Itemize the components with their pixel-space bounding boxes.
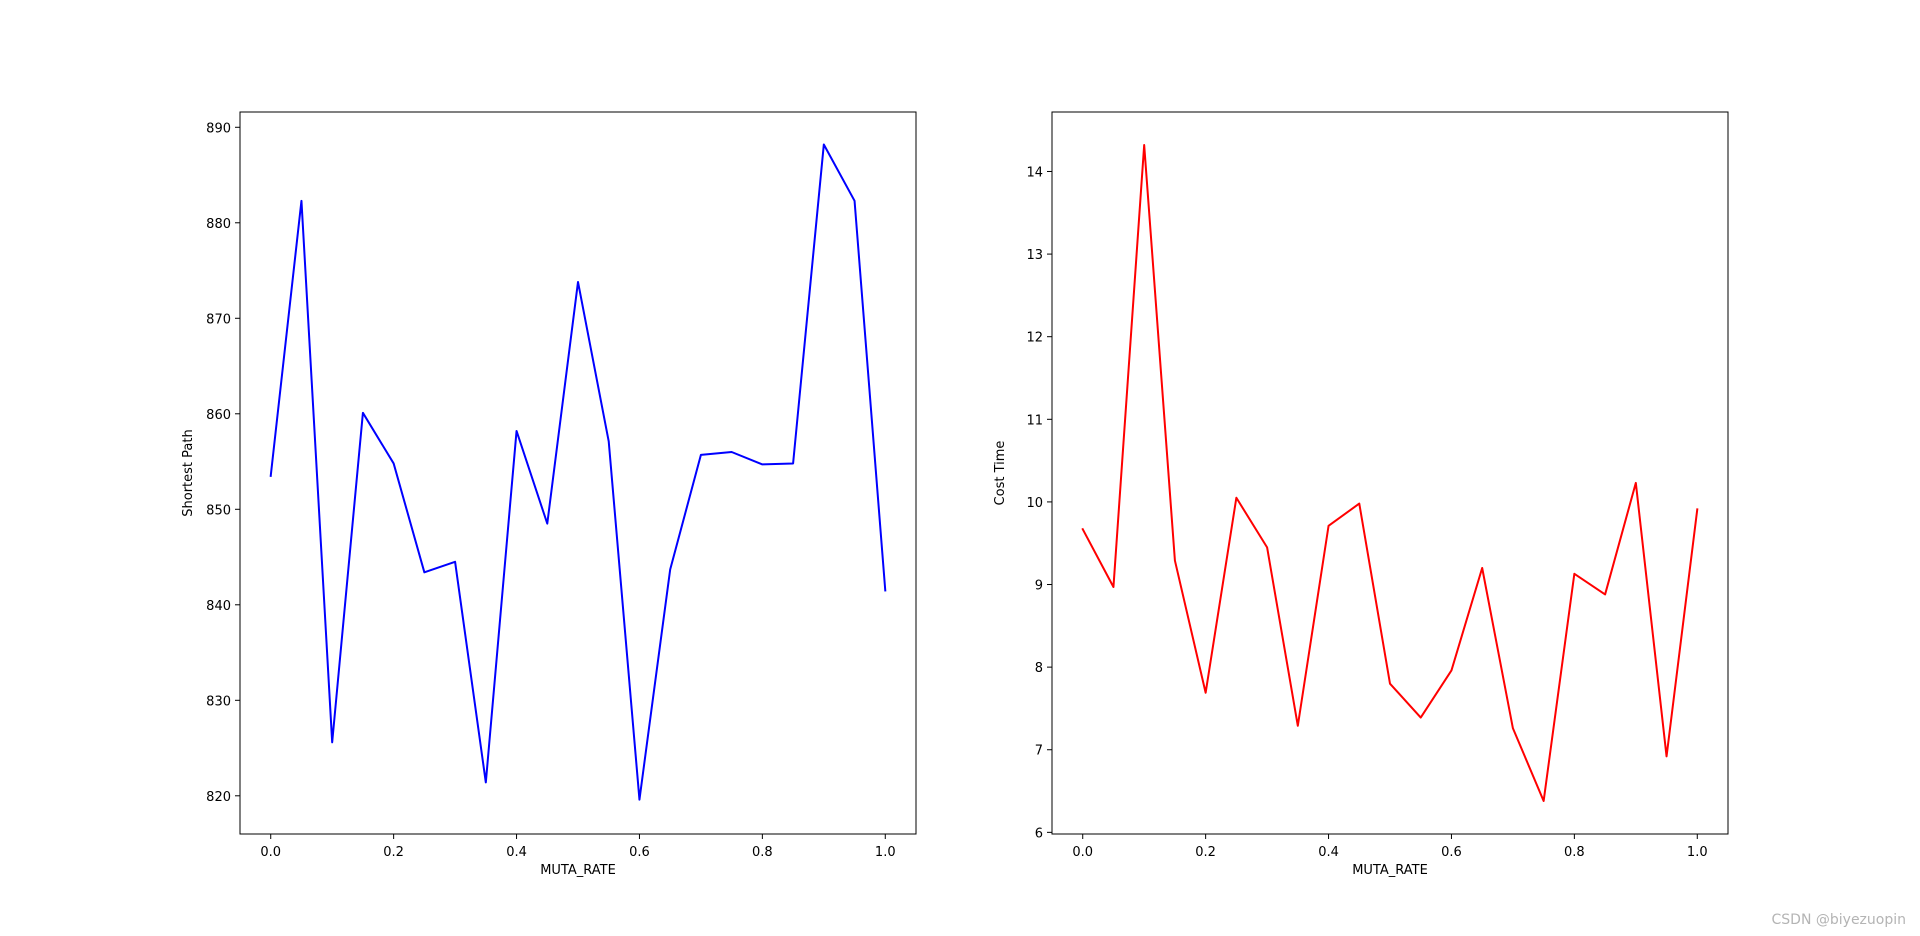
x-tick-label-left: 0.2	[383, 845, 404, 860]
y-tick-label-right: 11	[1026, 413, 1043, 428]
y-tick-label-left: 840	[206, 599, 231, 614]
series-line-right-0	[1081, 144, 1699, 802]
x-tick-label-right: 1.0	[1687, 845, 1708, 860]
x-axis-label-right: MUTA_RATE	[1352, 863, 1428, 878]
series-line-left-0	[269, 143, 887, 801]
x-tick-label-right: 0.8	[1564, 845, 1585, 860]
x-tick-label-left: 0.6	[629, 845, 650, 860]
y-tick-label-right: 7	[1035, 744, 1043, 759]
y-tick-label-right: 8	[1035, 661, 1043, 676]
x-axis-label-left: MUTA_RATE	[540, 863, 616, 878]
x-tick-label-left: 0.0	[260, 845, 281, 860]
y-tick-label-right: 14	[1026, 165, 1043, 180]
y-axis-label-left: Shortest Path	[181, 429, 196, 516]
y-tick-label-right: 10	[1026, 496, 1043, 511]
x-tick-label-left: 1.0	[875, 845, 896, 860]
axes-frame-right	[1051, 111, 1729, 835]
y-tick-label-left: 860	[206, 408, 231, 423]
x-tick-label-right: 0.0	[1072, 845, 1093, 860]
y-tick-label-right: 9	[1035, 579, 1043, 594]
y-tick-label-left: 890	[206, 121, 231, 136]
y-tick-label-left: 820	[206, 790, 231, 805]
watermark: CSDN @biyezuopin	[1771, 912, 1906, 928]
x-tick-label-right: 0.6	[1441, 845, 1462, 860]
chart-left: 0.0 0.2 0.4 0.6 0.8 1.0 820 830 840 850 860 870 880 8…	[181, 111, 917, 878]
chart-right: 0.0 0.2 0.4 0.6 0.8 1.0 6 7 8 9 10 11 12 13 14 MUTA_RAT…	[993, 111, 1729, 878]
y-tick-label-left: 870	[206, 312, 231, 327]
y-tick-label-right: 13	[1026, 248, 1043, 263]
x-tick-label-right: 0.2	[1195, 845, 1216, 860]
axes-frame-left	[239, 111, 917, 835]
y-tick-label-left: 830	[206, 694, 231, 709]
x-tick-label-left: 0.4	[506, 845, 527, 860]
y-tick-label-right: 12	[1026, 331, 1043, 346]
y-tick-label-left: 850	[206, 503, 231, 518]
y-tick-label-left: 880	[206, 217, 231, 232]
x-tick-label-left: 0.8	[752, 845, 773, 860]
x-tick-label-right: 0.4	[1318, 845, 1339, 860]
y-axis-label-right: Cost Time	[993, 441, 1008, 506]
y-tick-label-right: 6	[1035, 826, 1043, 841]
